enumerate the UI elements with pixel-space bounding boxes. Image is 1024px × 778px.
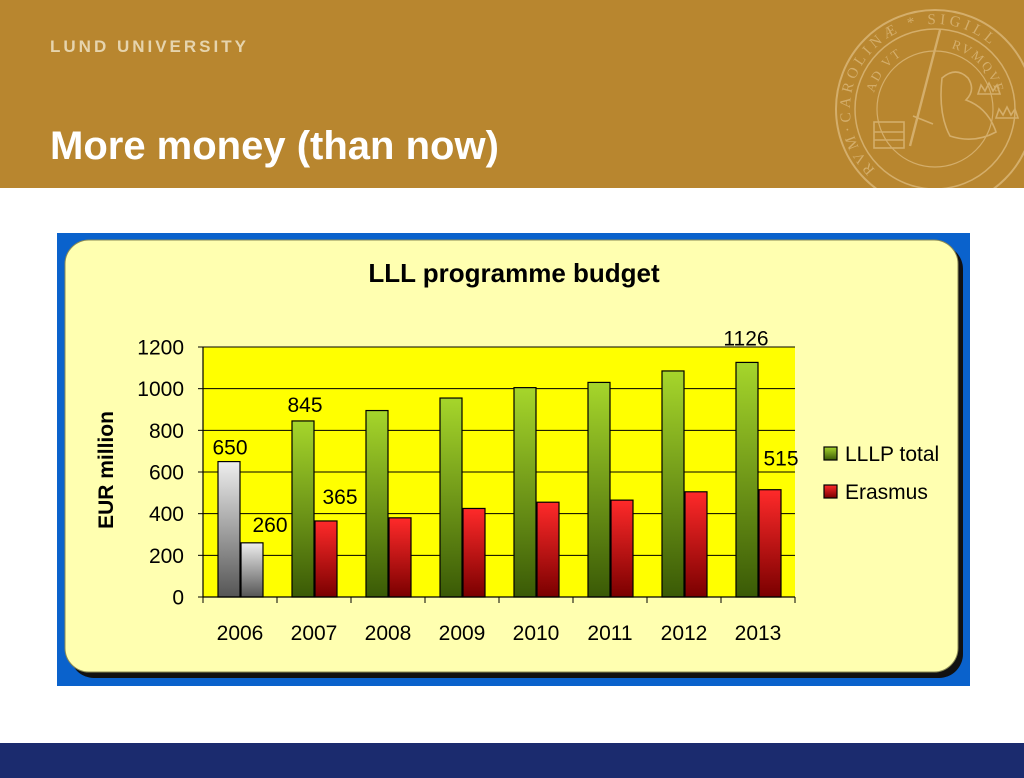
data-label: 260: [252, 514, 287, 537]
axes: 0 200 400 600 800 1000 1200 2006 2007 2008 2009 201…: [137, 337, 796, 645]
y-tick-label: 200: [149, 545, 184, 568]
lion-body: [940, 71, 997, 140]
legend-label: Erasmus: [845, 481, 928, 504]
crown-icon: [976, 81, 1002, 95]
sword-blade: [908, 29, 942, 147]
seal-motto-right: RVMQVE: [950, 37, 1006, 95]
seal-outer-text: RVM·CAROLINÆ * SIGILL: [838, 12, 1001, 178]
x-tick-label: 2013: [735, 622, 782, 645]
data-label: 650: [212, 437, 247, 460]
bar-erasmus-2008: [388, 517, 412, 598]
legend-swatch-erasmus: [823, 484, 838, 499]
lion-with-sword-icon: [873, 29, 1020, 149]
y-tick-label: 0: [172, 587, 184, 610]
bar-lllp-total-2009: [439, 397, 463, 598]
budget-chart: LLL programme budget EUR million 0 200 400…: [57, 233, 970, 686]
bar-erasmus-2007: [314, 520, 338, 598]
seal-inner-text-right: RVMQVE: [950, 37, 1008, 95]
data-label: 1126: [723, 327, 768, 350]
seal-outer-ring: [835, 9, 1024, 188]
sword-crossguard: [912, 115, 934, 125]
bar-erasmus-2009: [462, 507, 486, 598]
legend: LLLP total Erasmus: [823, 443, 939, 504]
bar-erasmus-2012: [684, 491, 708, 598]
bar-lllp-total-2006: [217, 460, 241, 598]
seal-outer-lettering: RVM·CAROLINÆ * SIGILL: [838, 12, 997, 178]
x-tick-label: 2007: [291, 622, 338, 645]
x-tick-label: 2009: [439, 622, 486, 645]
header-band: LUND UNIVERSITY More money (than now) RV…: [0, 0, 1024, 188]
footer-band: [0, 743, 1024, 778]
x-tick-label: 2008: [365, 622, 412, 645]
x-tick-label: 2006: [217, 622, 264, 645]
y-tick-label: 800: [149, 420, 184, 443]
x-tick-label: 2012: [661, 622, 708, 645]
y-tick-label: 1000: [137, 378, 184, 401]
y-tick-label: 600: [149, 462, 184, 485]
bar-lllp-total-2008: [365, 409, 389, 598]
bar-erasmus-2006: [240, 542, 264, 598]
bar-erasmus-2011: [610, 499, 634, 598]
slide-title: More money (than now): [50, 124, 499, 168]
bar-lllp-total-2010: [513, 387, 537, 598]
bar-lllp-total-2007: [291, 420, 315, 598]
x-tick-label: 2011: [587, 622, 632, 645]
institution-name: LUND UNIVERSITY: [50, 37, 249, 56]
legend-swatch-lllp-total: [823, 446, 838, 461]
y-tick-label: 1200: [137, 337, 184, 360]
crown-icon: [994, 105, 1020, 119]
bar-erasmus-2010: [536, 501, 560, 598]
chart-title: LLL programme budget: [368, 258, 660, 288]
data-labels: 650 845 1126 260 365 515: [212, 327, 798, 536]
university-seal: RVM·CAROLINÆ * SIGILL AD VT RVMQVE: [835, 9, 1024, 188]
bar-erasmus-2013: [758, 489, 782, 598]
bar-lllp-total-2013: [735, 361, 759, 598]
book-emblem: [873, 121, 905, 149]
legend-label: LLLP total: [845, 443, 939, 466]
seal-inner-ring: [876, 50, 994, 168]
data-label: 845: [287, 394, 322, 417]
y-tick-label: 400: [149, 503, 184, 526]
data-label: 515: [763, 448, 798, 471]
x-tick-label: 2010: [513, 622, 560, 645]
y-axis-label: EUR million: [95, 411, 118, 529]
bar-lllp-total-2012: [661, 370, 685, 598]
bar-lllp-total-2011: [587, 381, 611, 598]
data-label: 365: [322, 486, 357, 509]
